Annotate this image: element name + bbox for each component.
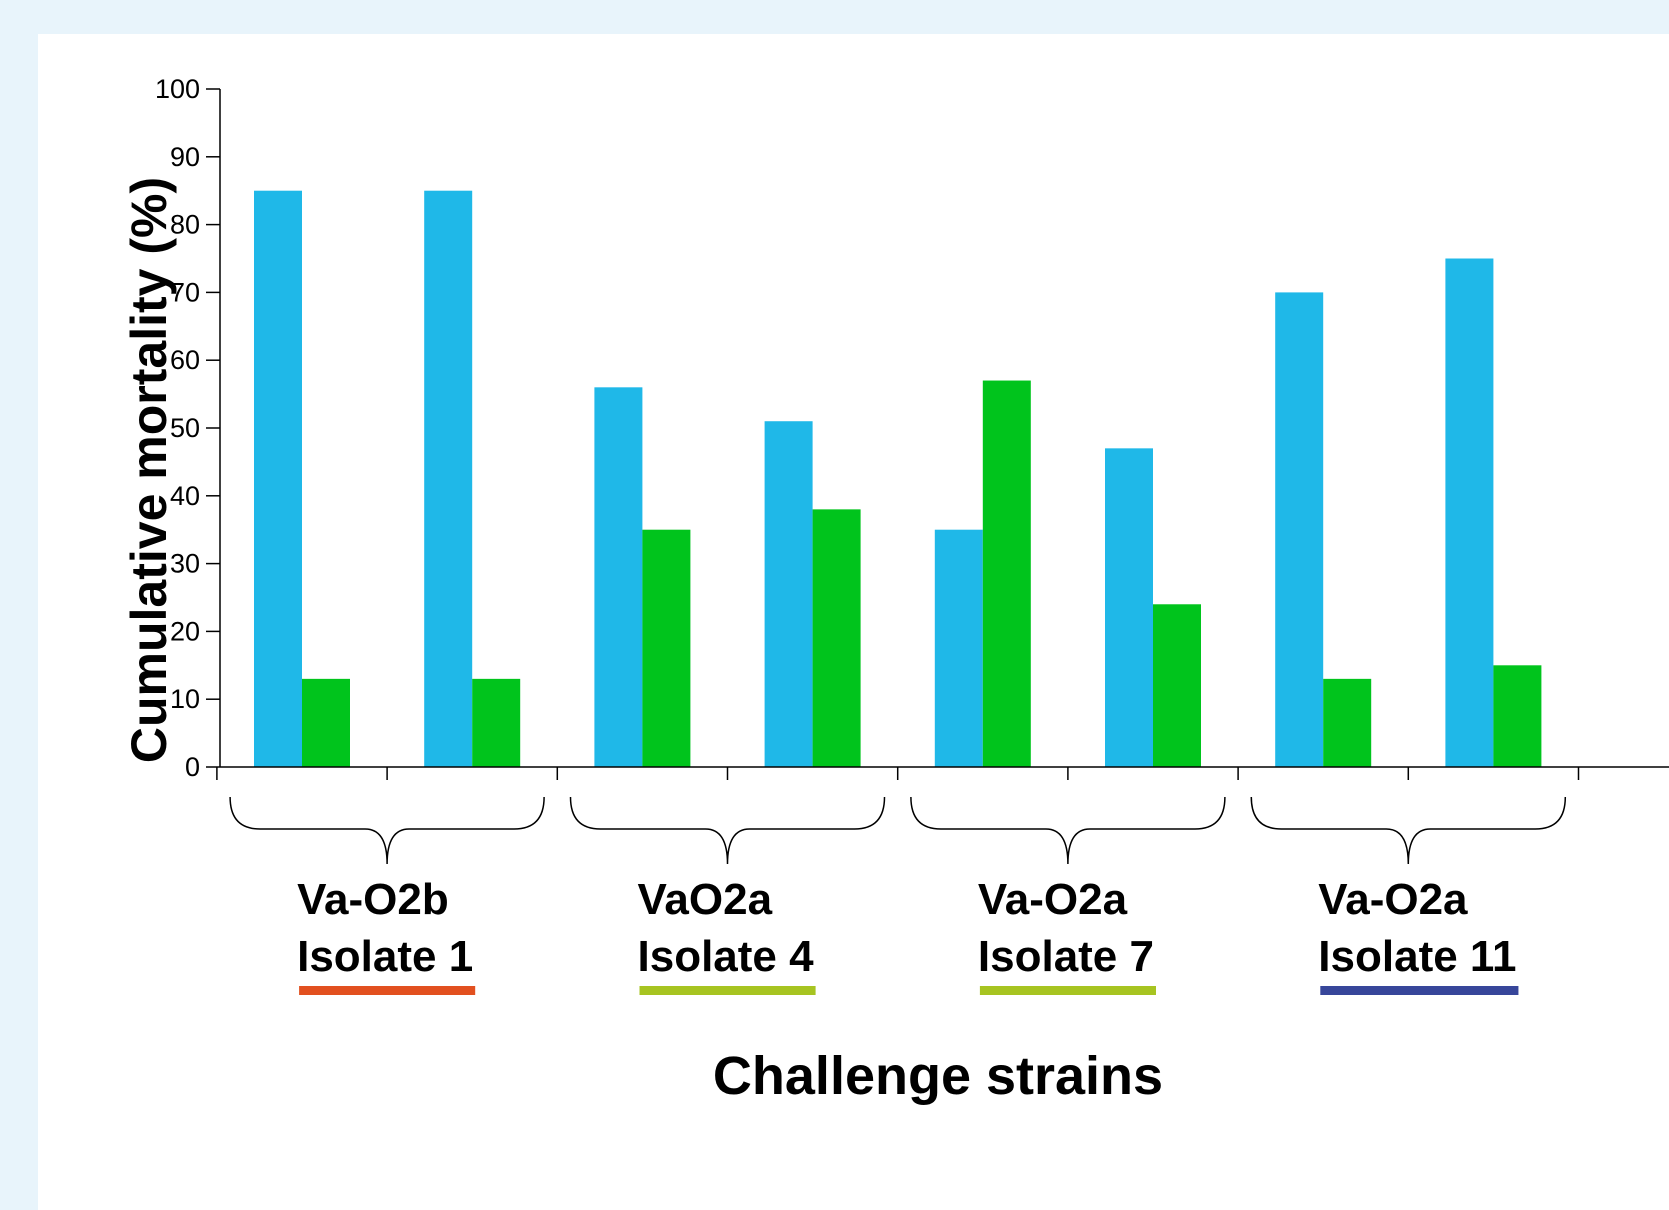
y-tick-label-100: 100 [155,74,200,104]
bar-s2-6 [1153,604,1201,767]
y-tick-label-70: 70 [170,277,200,307]
bar-s1-6 [1105,448,1153,767]
bar-s1-5 [934,529,983,767]
bar-s2-4 [812,509,861,767]
group-label-line1-4: Va-O2a [1318,875,1468,924]
y-tick-label-40: 40 [170,481,200,511]
group-brace-3 [910,796,1226,865]
x-axis-title: Challenge strains [713,1046,1163,1106]
chart-panel: 0 10 20 30 40 50 60 70 80 90 100 Va-O2b Isolate 1 Va… [38,34,1669,1210]
y-tick-label-80: 80 [170,210,200,240]
bar-s1-4 [764,421,813,767]
bar-s2-7 [1323,678,1372,767]
y-tick-label-50: 50 [170,413,200,443]
bar-s1-3 [594,387,643,767]
group-label-line1-1: Va-O2b [297,875,449,924]
bar-s2-2 [472,678,521,767]
groups-layer: Va-O2b Isolate 1 VaO2a Isolate 4 Va-O2a Isola… [229,796,1567,995]
bar-s1-1 [254,190,302,767]
bar-s2-3 [642,529,691,767]
group-label-line2-2: Isolate 4 [638,932,815,981]
group-brace-4 [1250,796,1567,865]
y-tick-label-30: 30 [170,549,200,579]
group-label-line2-4: Isolate 11 [1318,932,1516,981]
bars-layer [254,190,1542,767]
group-color-bar-4 [1320,986,1519,995]
group-brace-1 [229,796,545,865]
group-brace-2 [569,796,886,865]
group-label-line2-1: Isolate 1 [297,932,473,981]
bar-s1-8 [1445,258,1494,767]
y-axis-title: Cumulative mortality (%) [121,177,177,763]
y-tick-label-0: 0 [185,752,200,782]
group-label-line1-2: VaO2a [638,875,773,924]
bar-s1-7 [1275,292,1324,767]
y-tick-label-60: 60 [170,345,200,375]
group-color-bar-2 [639,986,816,995]
y-tick-label-10: 10 [170,684,200,714]
group-label-line2-3: Isolate 7 [978,932,1154,981]
group-label-line1-3: Va-O2a [978,875,1128,924]
axes-layer: 0 10 20 30 40 50 60 70 80 90 100 [155,74,1669,782]
bar-s2-5 [982,380,1031,767]
y-tick-label-90: 90 [170,142,200,172]
bar-s1-2 [424,190,473,767]
bar-s2-8 [1493,665,1542,767]
group-color-bar-3 [979,986,1156,995]
y-tick-label-20: 20 [170,616,200,646]
bar-s2-1 [302,678,350,767]
group-color-bar-1 [299,986,476,995]
